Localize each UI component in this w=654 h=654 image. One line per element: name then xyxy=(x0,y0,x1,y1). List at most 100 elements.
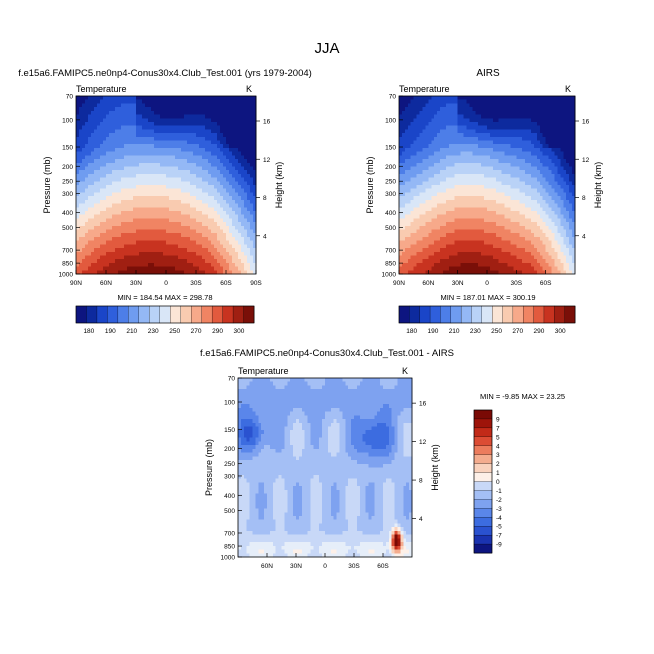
colorbar-swatch xyxy=(170,305,182,324)
heatmap-cell xyxy=(112,166,116,171)
heatmap-cell xyxy=(127,170,131,175)
heatmap-cell xyxy=(154,114,158,119)
heatmap-cell xyxy=(510,162,514,167)
heatmap-cell xyxy=(457,236,461,242)
heatmap-cell xyxy=(422,177,426,182)
heatmap-cell xyxy=(175,162,179,167)
heatmap-cell xyxy=(238,196,242,201)
heatmap-cell xyxy=(244,259,248,264)
heatmap-cell xyxy=(124,110,128,115)
heatmap-cell xyxy=(241,251,245,256)
heatmap-cell xyxy=(103,170,107,175)
heatmap-cell xyxy=(232,155,236,160)
heatmap-cell xyxy=(94,270,98,275)
heatmap-cell xyxy=(241,266,245,271)
heatmap-cell xyxy=(154,107,158,112)
heatmap-cell xyxy=(88,214,92,219)
heatmap-cell xyxy=(205,110,209,115)
heatmap-cell xyxy=(148,262,152,267)
heatmap-cell xyxy=(196,218,200,223)
heatmap-cell xyxy=(85,110,89,115)
heatmap-cell xyxy=(416,177,420,182)
heatmap-cell xyxy=(440,118,444,123)
heatmap-cell xyxy=(76,151,80,156)
heatmap-cell xyxy=(103,270,107,275)
heatmap-cell xyxy=(443,199,447,204)
heatmap-cell xyxy=(247,99,251,104)
heatmap-cell xyxy=(106,266,110,271)
heatmap-cell xyxy=(229,214,233,219)
heatmap-cell xyxy=(399,136,403,141)
heatmap-cell xyxy=(440,125,444,130)
heatmap-cell xyxy=(94,177,98,182)
heatmap-cell xyxy=(79,103,83,108)
heatmap-cell xyxy=(166,251,170,256)
heatmap-cell xyxy=(115,129,119,134)
heatmap-cell xyxy=(202,159,206,164)
heatmap-cell xyxy=(193,266,197,271)
heatmap-cell xyxy=(425,214,429,219)
heatmap-cell xyxy=(472,203,476,208)
heatmap-cell xyxy=(220,251,224,256)
heatmap-cell xyxy=(460,262,464,267)
heatmap-cell xyxy=(404,255,409,260)
heatmap-cell xyxy=(205,240,209,245)
heatmap-cell xyxy=(478,199,482,204)
heatmap-cell xyxy=(178,233,182,238)
heatmap-cell xyxy=(419,99,423,104)
heatmap-cell xyxy=(457,114,461,119)
heatmap-cell xyxy=(401,133,406,138)
heatmap-cell xyxy=(440,218,444,223)
heatmap-cell xyxy=(519,233,523,238)
heatmap-cell xyxy=(112,233,116,238)
heatmap-cell xyxy=(160,196,164,201)
heatmap-cell xyxy=(112,96,116,101)
heatmap-cell xyxy=(223,259,227,264)
heatmap-cell xyxy=(193,210,197,216)
heatmap-cell xyxy=(115,185,119,190)
heatmap-cell xyxy=(91,147,95,153)
heatmap-cell xyxy=(413,266,417,271)
heatmap-cell xyxy=(97,192,101,197)
heatmap-cell xyxy=(109,114,113,119)
heatmap-cell xyxy=(460,196,464,201)
heatmap-cell xyxy=(401,233,406,238)
heatmap-cell xyxy=(217,199,221,204)
heatmap-cell xyxy=(495,229,500,234)
heatmap-cell xyxy=(91,262,95,267)
heatmap-cell xyxy=(223,181,227,186)
heatmap-cell xyxy=(223,203,227,208)
heatmap-cell xyxy=(425,270,429,275)
heatmap-cell xyxy=(443,207,447,212)
heatmap-cell xyxy=(422,270,426,275)
heatmap-cell xyxy=(404,118,409,123)
heatmap-cell xyxy=(106,181,110,186)
heatmap-cell xyxy=(142,133,146,138)
heatmap-cell xyxy=(241,185,245,190)
heatmap-cell xyxy=(217,255,221,260)
heatmap-cell xyxy=(193,133,197,138)
heatmap-cell xyxy=(121,110,125,115)
heatmap-cell xyxy=(244,114,248,119)
heatmap-cell xyxy=(235,207,239,212)
heatmap-cell xyxy=(457,233,461,238)
heatmap-cell xyxy=(487,259,491,264)
heatmap-cell xyxy=(522,151,526,156)
heatmap-cell xyxy=(253,151,257,156)
heatmap-cell xyxy=(519,110,523,115)
heatmap-cell xyxy=(416,121,420,127)
heatmap-cell xyxy=(440,144,444,149)
heatmap-cell xyxy=(148,155,152,160)
heatmap-cell xyxy=(79,259,83,264)
heatmap-cell xyxy=(448,96,453,101)
heatmap-cell xyxy=(413,166,417,171)
heatmap-cell xyxy=(407,218,412,223)
heatmap-cell xyxy=(431,229,435,234)
heatmap-cell xyxy=(241,140,245,145)
heatmap-cell xyxy=(184,114,188,119)
heatmap-cell xyxy=(469,240,473,245)
heatmap-cell xyxy=(413,155,417,160)
heatmap-cell xyxy=(492,125,497,130)
heatmap-cell xyxy=(232,136,236,141)
heatmap-cell xyxy=(463,125,467,130)
